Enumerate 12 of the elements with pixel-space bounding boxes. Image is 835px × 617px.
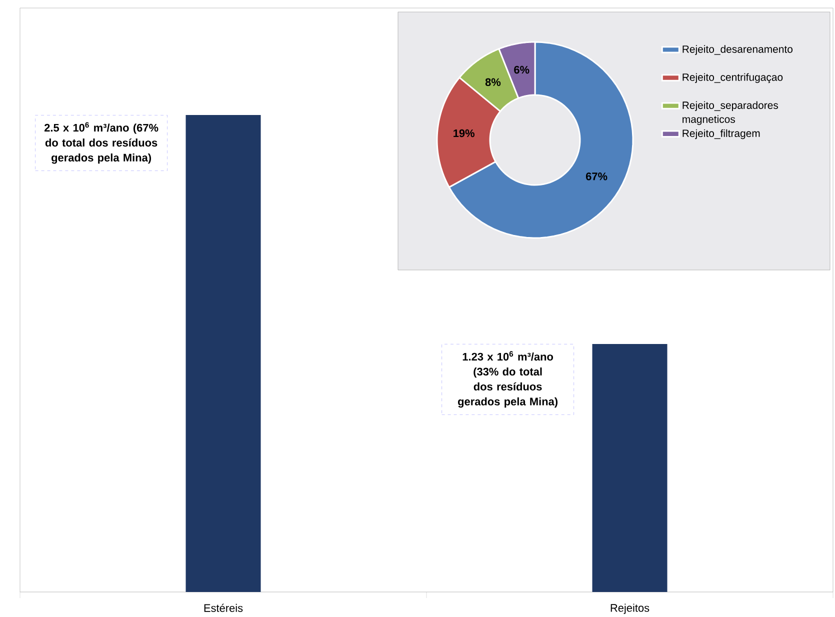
legend-label: Rejeito_filtragem	[682, 129, 760, 139]
data-label: 67%	[586, 172, 608, 180]
data-label: 19%	[454, 129, 474, 137]
legend-label: Rejeito_desarenamento	[682, 45, 793, 55]
data-label: 6%	[514, 66, 530, 74]
legend-label: Rejeito_centrifugaçao	[682, 73, 783, 83]
annotation: 1.23 x 10$^{6}$ m³/ano (33% do total dos resíduos gerados pela Mina)	[458, 351, 558, 408]
x-tick-label: Rejeitos	[610, 604, 650, 614]
annotation: 2.5 x 10$^{6}$ m³/ano (67% do total dos resíduos gerados pela Mina)	[44, 122, 158, 164]
legend-label: Rejeito_separadores magneticos	[682, 101, 778, 125]
data-label: 8%	[485, 78, 501, 86]
x-tick-label: Estéreis	[204, 604, 243, 612]
